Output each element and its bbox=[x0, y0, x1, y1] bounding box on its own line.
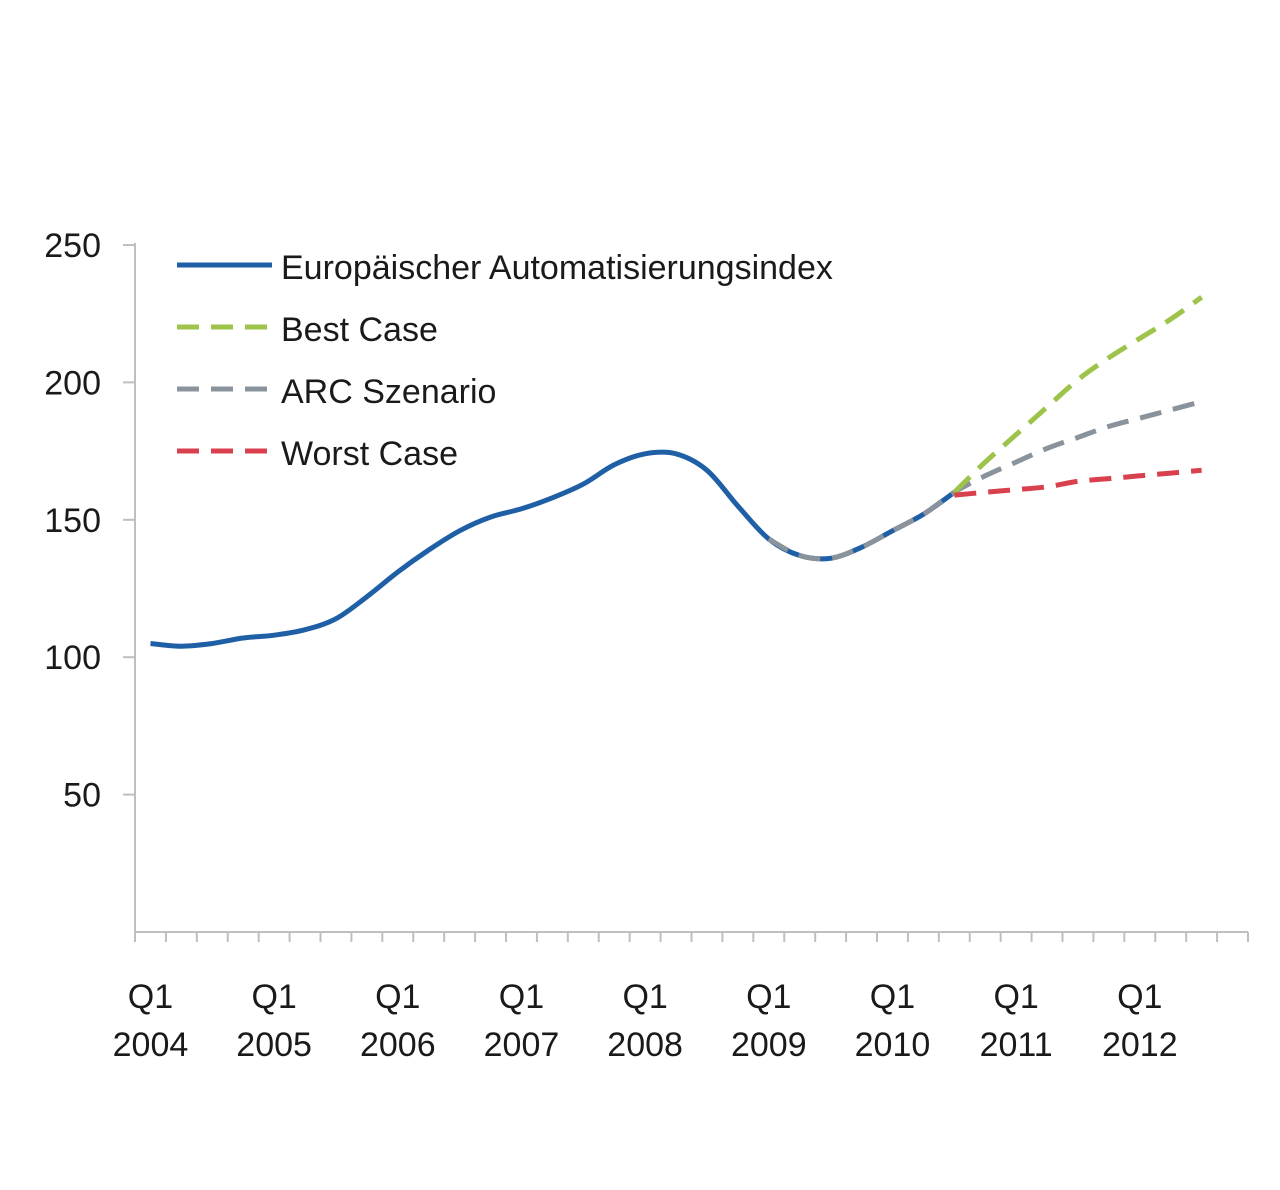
y-tick-label: 100 bbox=[44, 639, 101, 677]
y-tick-label: 200 bbox=[44, 364, 101, 402]
x-tick-label-year: 2005 bbox=[236, 1026, 312, 1064]
x-tick-label-quarter: Q1 bbox=[1117, 978, 1162, 1016]
series-layer bbox=[150, 295, 1204, 649]
y-tick-label: 50 bbox=[63, 777, 101, 815]
x-tick-label-year: 2004 bbox=[113, 1026, 189, 1064]
x-tick-label-year: 2006 bbox=[360, 1026, 436, 1064]
series-line-europ-ischer-automatisierungsindex bbox=[150, 449, 956, 649]
x-tick-label-year: 2011 bbox=[980, 1026, 1053, 1064]
x-tick-label-quarter: Q1 bbox=[251, 978, 296, 1016]
x-tick-label-quarter: Q1 bbox=[375, 978, 420, 1016]
series-line-best-case bbox=[952, 295, 1204, 495]
x-tick-label-year: 2008 bbox=[607, 1026, 683, 1064]
legend-label-arc-szenario: ARC Szenario bbox=[281, 373, 496, 411]
x-tick-label-year: 2007 bbox=[484, 1026, 560, 1064]
x-tick-label-quarter: Q1 bbox=[499, 978, 544, 1016]
x-tick-label-quarter: Q1 bbox=[128, 978, 173, 1016]
series-line-arc-szenario bbox=[767, 399, 1203, 562]
legend-label-worst-case: Worst Case bbox=[281, 435, 458, 473]
legend-label-best-case: Best Case bbox=[281, 311, 438, 349]
legend-label-europ-ischer-automatisierungsindex: Europäischer Automatisierungsindex bbox=[281, 249, 833, 287]
chart-legend: Europäischer Automatisierungsindex Best C… bbox=[177, 249, 833, 473]
y-tick-label: 150 bbox=[44, 502, 101, 540]
x-tick-label-quarter: Q1 bbox=[870, 978, 915, 1016]
x-tick-label-year: 2010 bbox=[855, 1026, 931, 1064]
chart-axes: 50 100 150 200 250 Q1 2004 Q1 2005 Q1 2006 Q1 2007 Q1… bbox=[44, 227, 1249, 1064]
x-tick-label-quarter: Q1 bbox=[622, 978, 667, 1016]
series-line-worst-case bbox=[954, 467, 1202, 498]
x-tick-label-quarter: Q1 bbox=[746, 978, 791, 1016]
y-tick-label: 250 bbox=[44, 227, 101, 265]
x-tick-label-year: 2009 bbox=[731, 1026, 807, 1064]
x-tick-label-quarter: Q1 bbox=[993, 978, 1038, 1016]
x-tick-label-year: 2012 bbox=[1102, 1026, 1178, 1064]
